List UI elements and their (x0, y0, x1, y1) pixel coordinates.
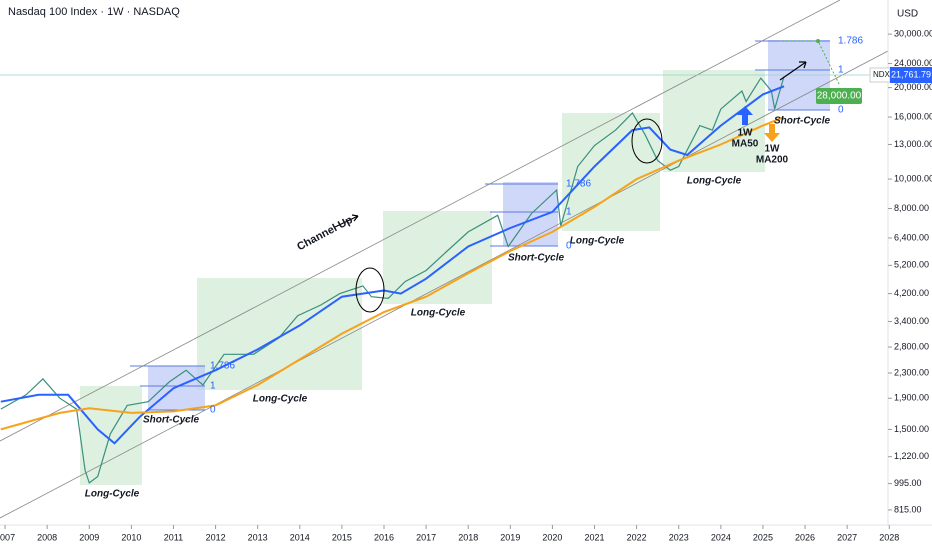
x-axis-bg (0, 525, 932, 550)
cycle-label: Long-Cycle (85, 489, 140, 500)
channel-upper (0, 0, 841, 442)
ma200-arrow (764, 124, 780, 142)
arrow (334, 215, 359, 228)
x-tick-label: 2027 (837, 532, 857, 542)
price-tags: NDX 21,761.79 (869, 67, 932, 83)
y-tick-label: 24,000.00 (894, 58, 932, 68)
circle (355, 267, 385, 313)
y-tick-label: 2,300.00 (894, 367, 929, 377)
y-tick-label: 1,500.00 (894, 424, 929, 434)
x-tick-label: 2020 (542, 532, 562, 542)
y-tick-label: 3,400.00 (894, 316, 929, 326)
fib-label: 0 (838, 105, 844, 116)
arrow-head (351, 214, 359, 222)
ma50-label: MA50 (732, 139, 759, 150)
target-label: 28,000.00 (817, 91, 862, 102)
y-tick-label: 6,400.00 (894, 232, 929, 242)
y-tick-label: 2,800.00 (894, 341, 929, 351)
y-tick-label: 1,900.00 (894, 393, 929, 403)
cycle-box (80, 386, 142, 485)
cycle-label: Long-Cycle (253, 394, 308, 405)
x-tick-label: 2007 (0, 532, 15, 542)
y-tick-label: 10,000.00 (894, 173, 932, 183)
y-tick-label: 20,000.00 (894, 82, 932, 92)
fib-label: 0 (210, 405, 216, 416)
cycle-label: Short-Cycle (508, 253, 565, 264)
x-tick-label: 2026 (795, 532, 815, 542)
y-tick-label: 16,000.00 (894, 111, 932, 121)
fib-label: 0 (566, 241, 572, 252)
cycle-box (383, 211, 492, 304)
x-tick-label: 2018 (458, 532, 478, 542)
x-tick-label: 2015 (332, 532, 352, 542)
fib-label: 1.786 (210, 361, 235, 372)
cycle-label: Long-Cycle (687, 176, 742, 187)
y-tick-label: 8,000.00 (894, 203, 929, 213)
ma200-label: 1W (765, 144, 781, 155)
channel-label: Channel Up (295, 214, 355, 253)
channel-lower (0, 50, 889, 519)
fib-label: 1 (210, 381, 216, 392)
y-tick-label: 1,220.00 (894, 451, 929, 461)
ma50-arrow (737, 106, 753, 125)
target-dot (816, 39, 820, 43)
y-tick-label: 5,200.00 (894, 260, 929, 270)
x-tick-label: 2016 (374, 532, 394, 542)
y-tick-label: 815.00 (894, 504, 922, 514)
cycle-label: Short-Cycle (774, 116, 831, 127)
x-tick-label: 2021 (585, 532, 605, 542)
last-price-tag (890, 67, 932, 83)
arrow (779, 61, 807, 81)
series-layer (0, 76, 785, 484)
y-tick-label: 4,200.00 (894, 288, 929, 298)
plot-bg (0, 0, 889, 519)
y-tick-label: 995.00 (894, 478, 922, 488)
last-price: 21,761.79 (891, 69, 931, 79)
fib-label: 1.786 (566, 179, 591, 190)
currency: USD (897, 9, 918, 20)
x-tick-label: 2023 (669, 532, 689, 542)
x-tick-label: 2028 (879, 532, 899, 542)
x-tick-label: 2008 (37, 532, 57, 542)
arrow-head (799, 61, 807, 69)
series-line (0, 116, 785, 431)
x-tick-label: 2011 (164, 532, 183, 542)
x-tick-label: 2022 (627, 532, 647, 542)
chart-title: Nasdaq 100 Index · 1W · NASDAQ (8, 6, 180, 18)
circle (631, 118, 663, 164)
target-badge (816, 88, 862, 104)
series-line (0, 85, 785, 445)
cycle-label: Long-Cycle (411, 308, 466, 319)
x-tick-label: 2013 (248, 532, 268, 542)
x-tick-label: 2024 (711, 532, 731, 542)
fib-label: 1 (838, 65, 844, 76)
ma50-label: 1W (738, 128, 754, 139)
x-tick-label: 2025 (753, 532, 773, 542)
x-tick-label: 2012 (206, 532, 226, 542)
cycle-label: Short-Cycle (143, 415, 200, 426)
x-tick-label: 2009 (79, 532, 99, 542)
x-tick-label: 2014 (290, 532, 310, 542)
ma200-label: MA200 (756, 155, 789, 166)
series-line (0, 76, 785, 484)
symbol: NDX (873, 70, 891, 79)
fib-lines (130, 40, 830, 411)
x-tick-label: 2017 (416, 532, 436, 542)
y-axis-bg (888, 0, 932, 550)
fib-label: 1 (566, 207, 572, 218)
x-tick-label: 2019 (500, 532, 520, 542)
fib-label: 1.786 (838, 36, 863, 47)
y-tick-label: 30,000.00 (894, 28, 932, 38)
cycle-label: Long-Cycle (570, 236, 625, 247)
x-tick-label: 2010 (121, 532, 141, 542)
y-tick-label: 13,000.00 (894, 139, 932, 149)
